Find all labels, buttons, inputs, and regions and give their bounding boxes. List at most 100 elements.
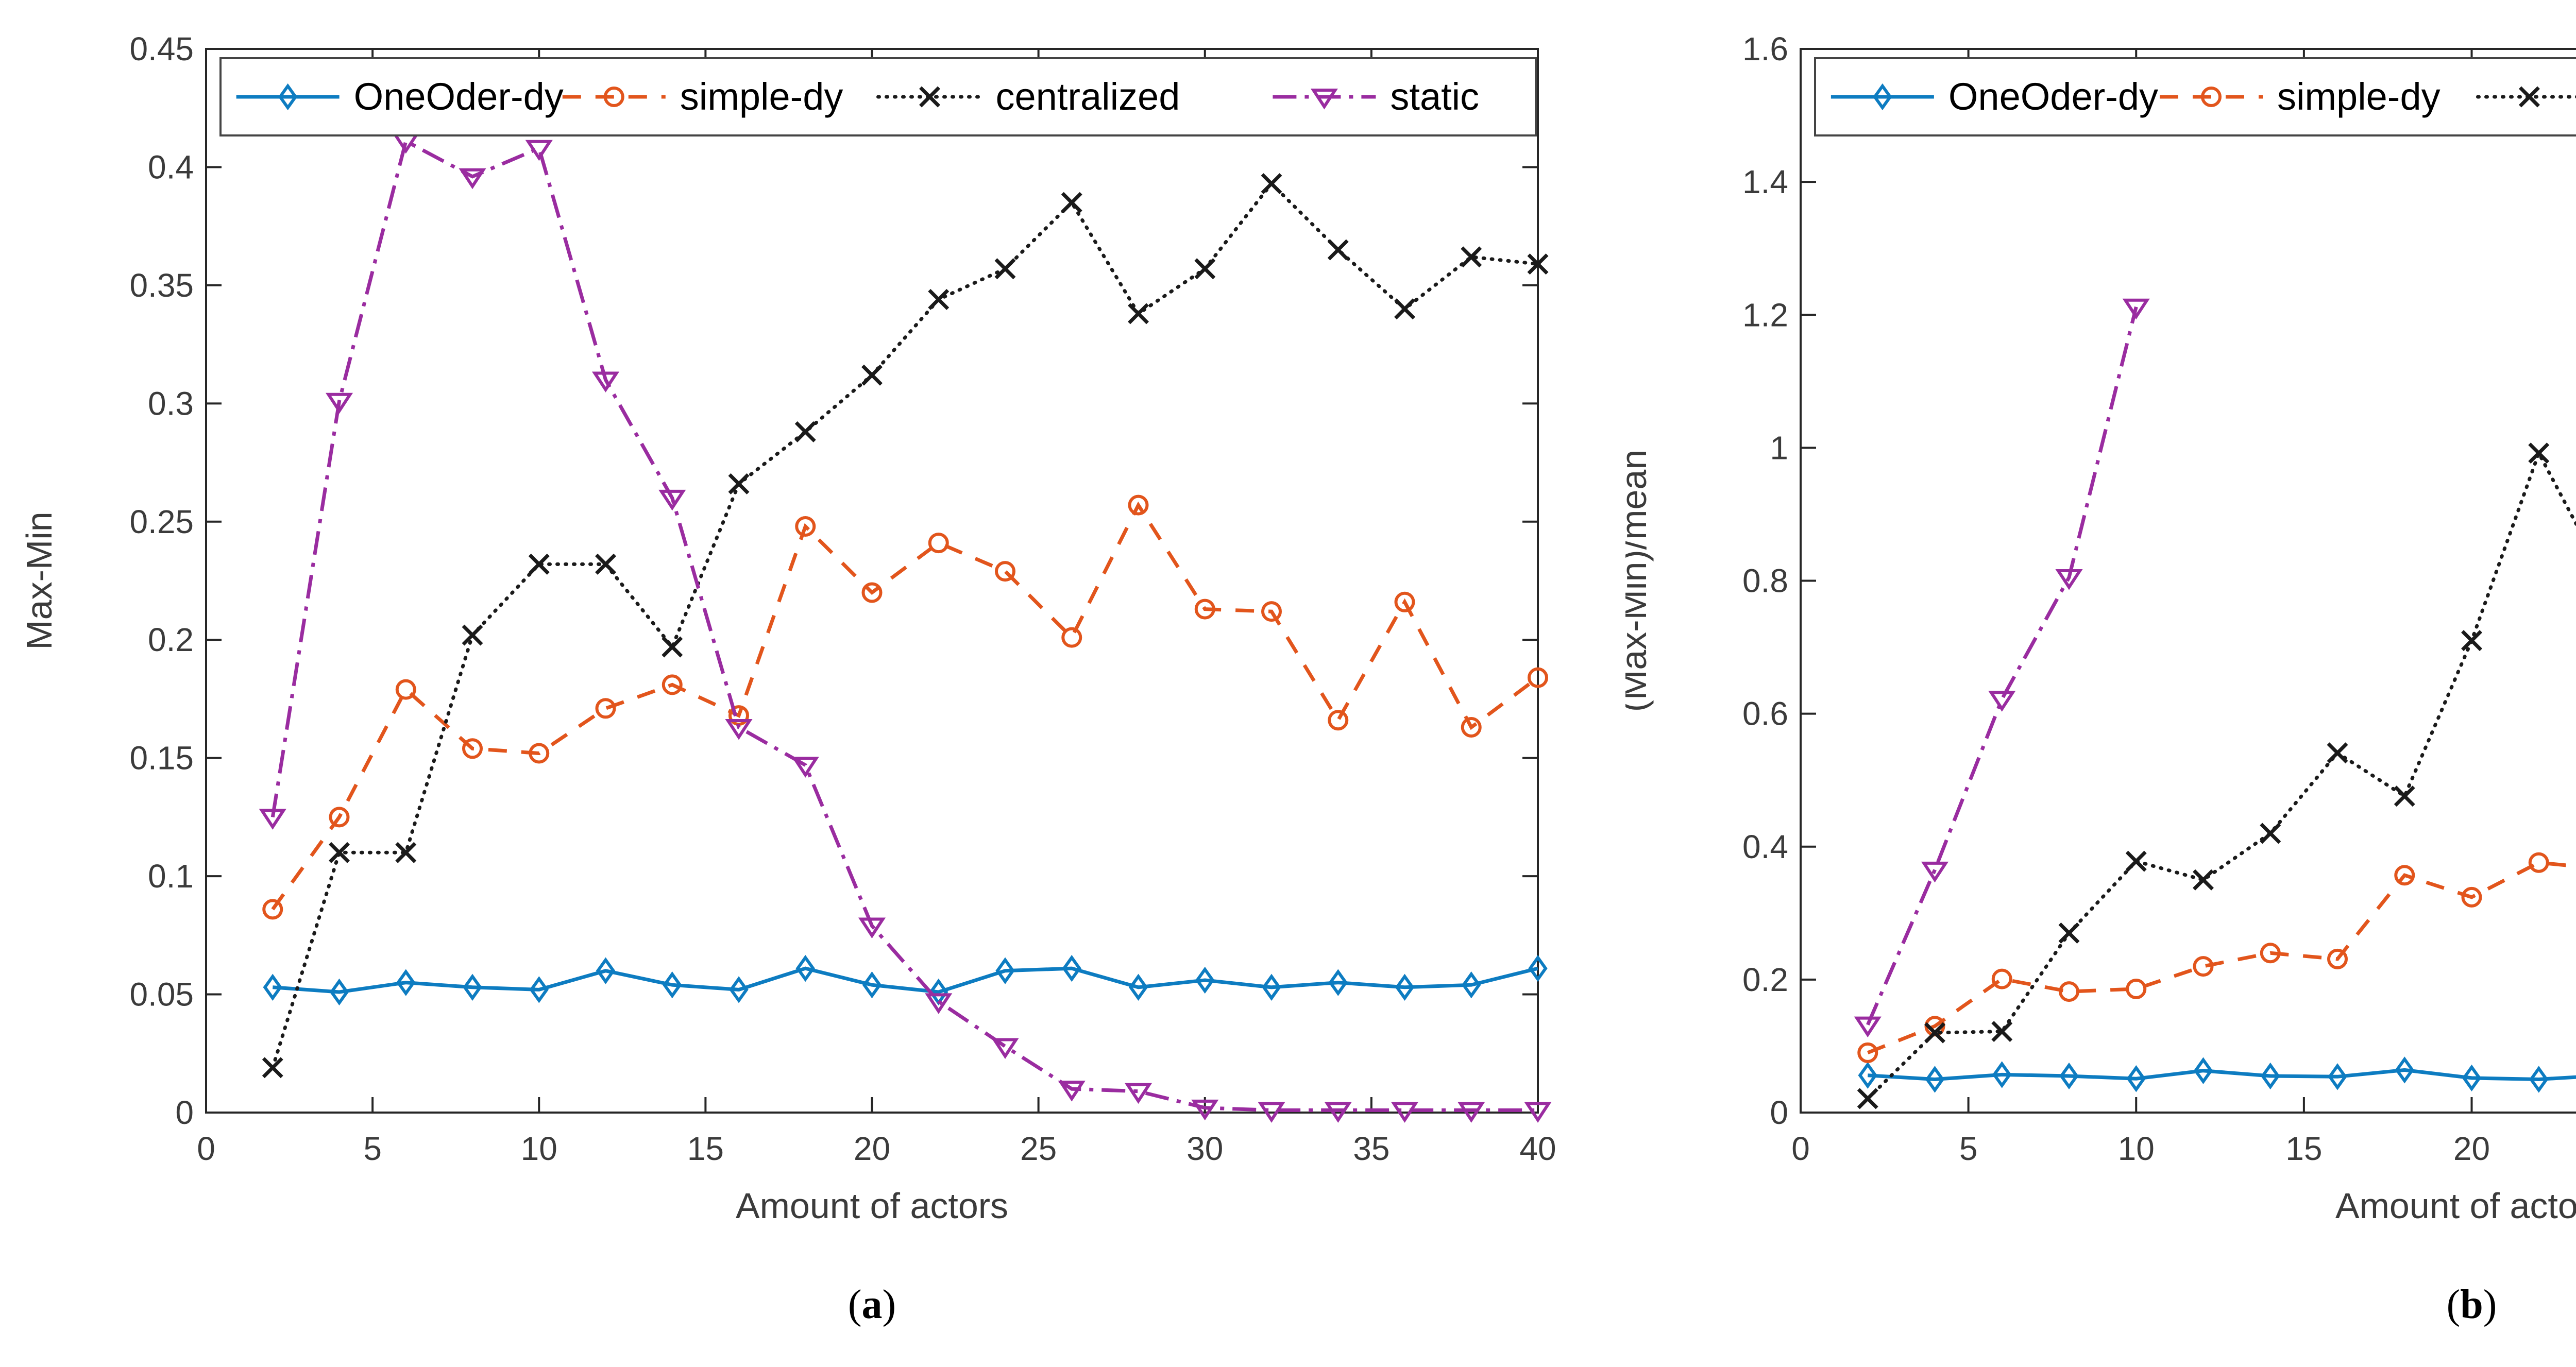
axis-labels: Amount of actors (Max-Min)/mean [1625, 450, 2576, 1226]
y-tick-label: 0.35 [129, 267, 194, 304]
triangle-down-marker [1310, 89, 1338, 110]
triangle-down-marker [392, 132, 420, 154]
series-static [1854, 298, 2150, 1038]
circle-marker [2461, 886, 2482, 908]
triangle-down-marker [1058, 1081, 1086, 1102]
series-simple-dy [1857, 852, 2576, 1063]
x-tick-label: 30 [1187, 1130, 1223, 1167]
diamond-marker [1462, 971, 1481, 999]
y-tick-label: 1 [1770, 429, 1788, 466]
diamond-marker [1992, 1061, 2012, 1088]
circle-marker [1394, 591, 1415, 612]
caption-b-open: ( [2446, 1282, 2461, 1327]
legend: OneOder-dy simple-dy centralized static [219, 57, 1537, 136]
series-OneOder-dy [1858, 1056, 2576, 1093]
legend-entry-centralized: centralized [876, 75, 1180, 118]
triangle-down-marker [1191, 1099, 1219, 1121]
series-OneOder-dy [263, 954, 1548, 1006]
series-centralized [1857, 442, 2576, 1109]
diamond-marker [1128, 973, 1148, 1001]
triangle-down-marker [1391, 1102, 1419, 1123]
legend-entry-centralized: centralized [2476, 86, 2576, 108]
diamond-marker [463, 973, 482, 1001]
diamond-marker [2328, 1063, 2347, 1090]
circle-marker [1991, 968, 2012, 989]
circle-marker [1328, 710, 1349, 731]
circle-marker [2200, 87, 2222, 107]
diamond-marker [529, 976, 549, 1003]
circle-marker [2528, 852, 2549, 873]
triangle-down-marker [658, 489, 686, 511]
y-tick-label: 0.3 [148, 385, 194, 422]
diamond-marker [263, 973, 282, 1001]
diamond-marker [729, 976, 749, 1003]
panel-b: 051015202530354000.20.40.60.811.21.41.6A… [1625, 0, 2576, 1367]
x-axis-label: Amount of actors [2335, 1186, 2576, 1226]
y-tick-label: 0 [175, 1094, 194, 1131]
circle-marker [2394, 865, 2415, 886]
legend-label: OneOder-dy [354, 75, 564, 118]
circle-marker [795, 516, 816, 537]
triangle-down-marker [1124, 1083, 1153, 1104]
circle-marker [1194, 599, 1215, 620]
series-line-dotted [1866, 449, 2576, 1101]
diamond-marker [1195, 966, 1215, 994]
x-tick-label: 35 [1353, 1130, 1389, 1167]
y-tick-label: 0.4 [148, 148, 194, 185]
caption-a: (a) [206, 1281, 1538, 1328]
diamond-marker [278, 83, 298, 111]
y-tick-label: 0.25 [129, 503, 194, 540]
circle-marker [1061, 627, 1082, 648]
y-tick-label: 0.8 [1742, 562, 1788, 600]
legend-entry-simple-dy: simple-dy [2159, 75, 2441, 118]
diamond-marker [1395, 973, 1415, 1001]
circle-marker [1128, 494, 1149, 516]
caption-a-close: ) [882, 1282, 896, 1327]
y-tick-label: 0.6 [1742, 695, 1788, 732]
diamond-marker [596, 957, 616, 984]
triangle-down-marker [459, 168, 486, 190]
x-tick-label: 15 [2285, 1130, 2322, 1167]
triangle-down-marker [858, 917, 886, 938]
y-tick-label: 0.4 [1742, 828, 1788, 865]
triangle-down-marker [525, 140, 553, 161]
diamond-marker [2193, 1057, 2213, 1084]
y-tick-label: 0.45 [129, 30, 194, 67]
caption-b-close: ) [2483, 1282, 2497, 1327]
series-line-dashdot [1866, 306, 2138, 1026]
diamond-marker [663, 971, 682, 999]
circle-marker [1261, 601, 1282, 622]
legend-entry-static: static [1273, 75, 1479, 118]
triangle-down-marker [991, 1038, 1019, 1059]
y-tick-label: 0.05 [129, 976, 194, 1013]
y-tick-label: 0 [1770, 1094, 1788, 1131]
diamond-marker [2126, 1065, 2146, 1092]
y-tick-label: 1.4 [1742, 163, 1788, 200]
x-tick-label: 20 [2453, 1130, 2490, 1167]
legend-label: centralized [996, 75, 1180, 118]
circle-marker [2260, 943, 2281, 964]
diamond-marker [329, 978, 349, 1006]
diamond-marker [2059, 1062, 2079, 1090]
diamond-marker [1328, 969, 1348, 996]
x-tick-label: 5 [1959, 1130, 1978, 1167]
y-tick-label: 1.6 [1742, 30, 1788, 67]
circle-marker [2193, 956, 2214, 977]
panel-a: 0 5 10 15 20 25 30 35 40 0 0.05 0.1 0.15 0.2 0.25 0.3 0.… [19, 30, 1556, 1328]
y-tick-label: 0.1 [148, 858, 194, 895]
axis-labels: Amount of actors Max-Min [19, 511, 1008, 1226]
y-tick-label: 0.2 [148, 621, 194, 658]
axes: 0 5 10 15 20 25 30 35 40 0 0.05 0.1 0.15 0.2 0.25 0.3 0.… [129, 30, 1556, 1167]
triangle-down-marker [1458, 1102, 1485, 1123]
diamond-marker [1925, 1066, 1945, 1093]
circle-marker [329, 807, 350, 828]
circle-marker [2327, 948, 2348, 969]
series-line-dashdot [270, 138, 1538, 1112]
circle-marker [2126, 978, 2147, 999]
caption-b-letter: b [2460, 1282, 2483, 1327]
circle-marker [1857, 1042, 1878, 1063]
diamond-marker [396, 969, 416, 996]
circle-marker [595, 698, 616, 719]
